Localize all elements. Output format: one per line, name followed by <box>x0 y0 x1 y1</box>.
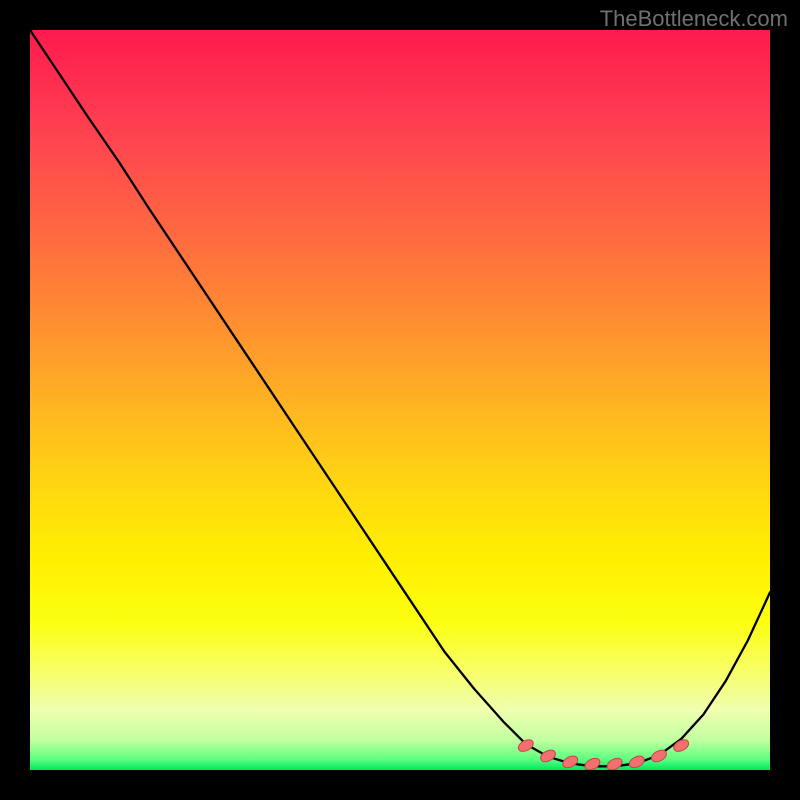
curve-marker <box>650 748 669 764</box>
markers-layer <box>30 30 770 770</box>
plot-area <box>30 30 770 770</box>
curve-marker <box>672 737 691 753</box>
curve-marker <box>561 754 580 770</box>
curve-marker <box>627 754 646 770</box>
curve-marker <box>583 756 602 770</box>
curve-marker <box>605 756 624 770</box>
watermark-text: TheBottleneck.com <box>600 6 788 32</box>
curve-marker <box>516 737 535 753</box>
curve-marker <box>539 748 558 764</box>
